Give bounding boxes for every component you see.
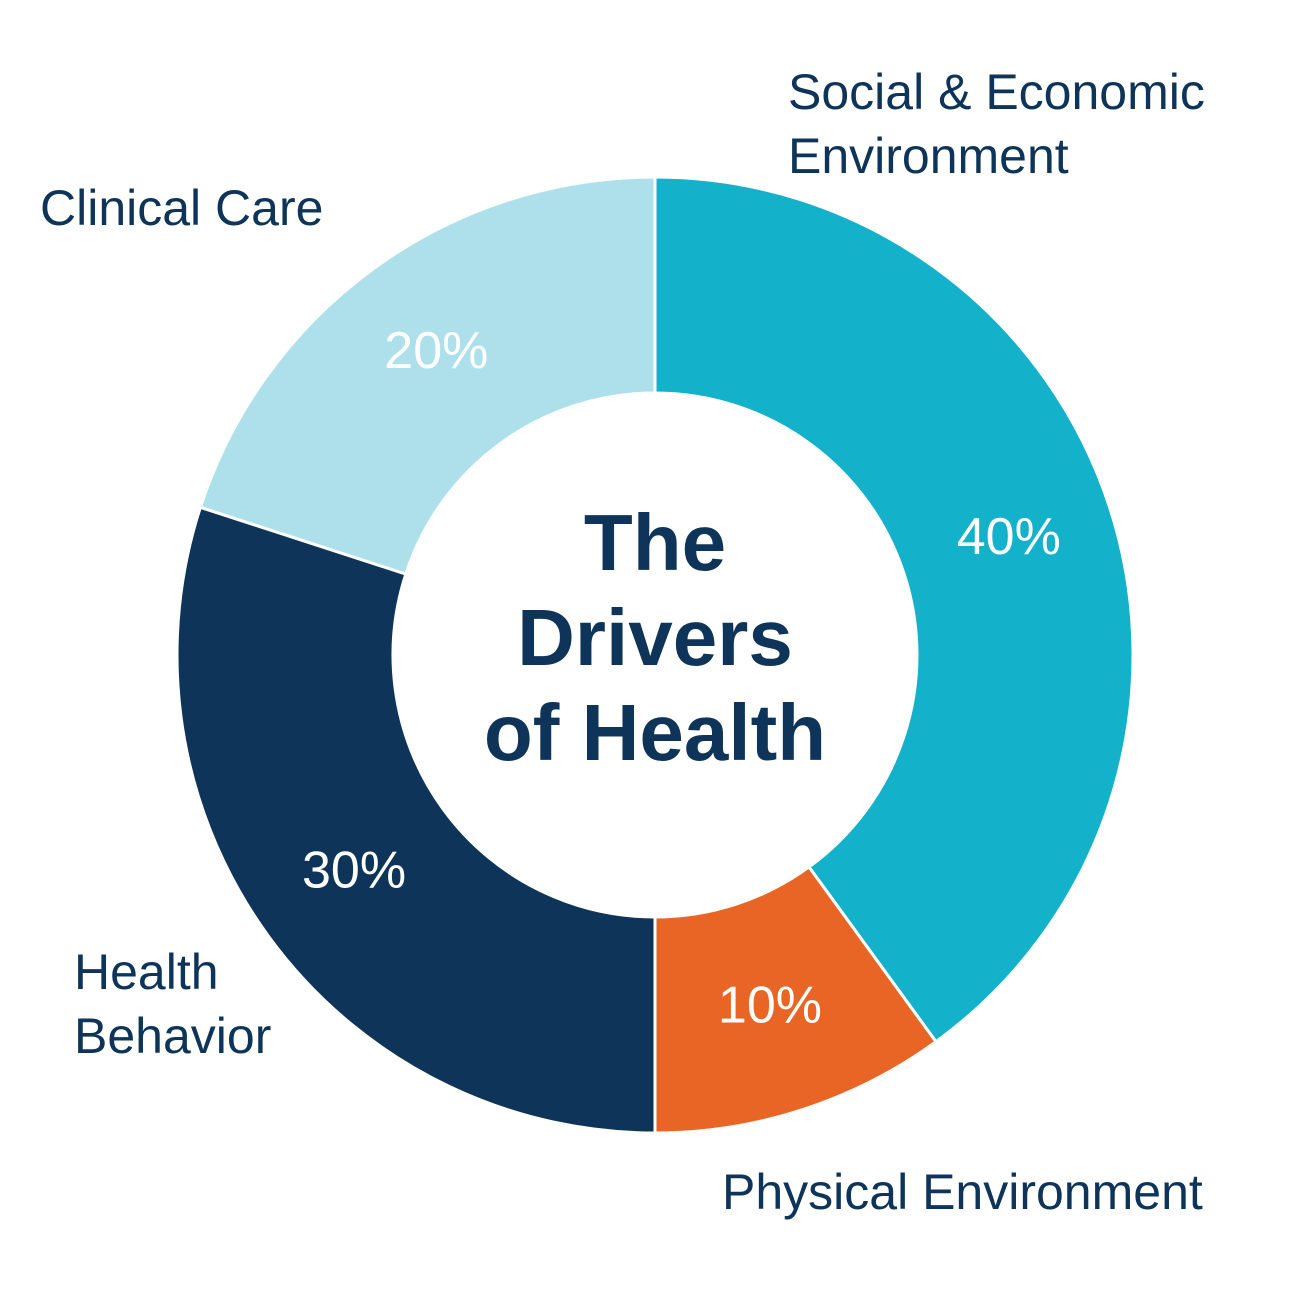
value-label: 20% — [384, 322, 488, 380]
category-label: Physical Environment — [722, 1164, 1203, 1220]
value-label: 10% — [718, 977, 822, 1035]
donut-slice — [653, 175, 1135, 1044]
category-label: Social & Economic Environment — [788, 64, 1205, 184]
category-label: Health Behavior — [74, 944, 272, 1064]
donut-slice — [198, 175, 657, 576]
value-label: 40% — [957, 508, 1061, 566]
category-label: Clinical Care — [40, 180, 324, 236]
donut-slice — [175, 505, 657, 1135]
chart-title: The Drivers of Health — [483, 498, 827, 777]
value-label: 30% — [302, 841, 406, 899]
